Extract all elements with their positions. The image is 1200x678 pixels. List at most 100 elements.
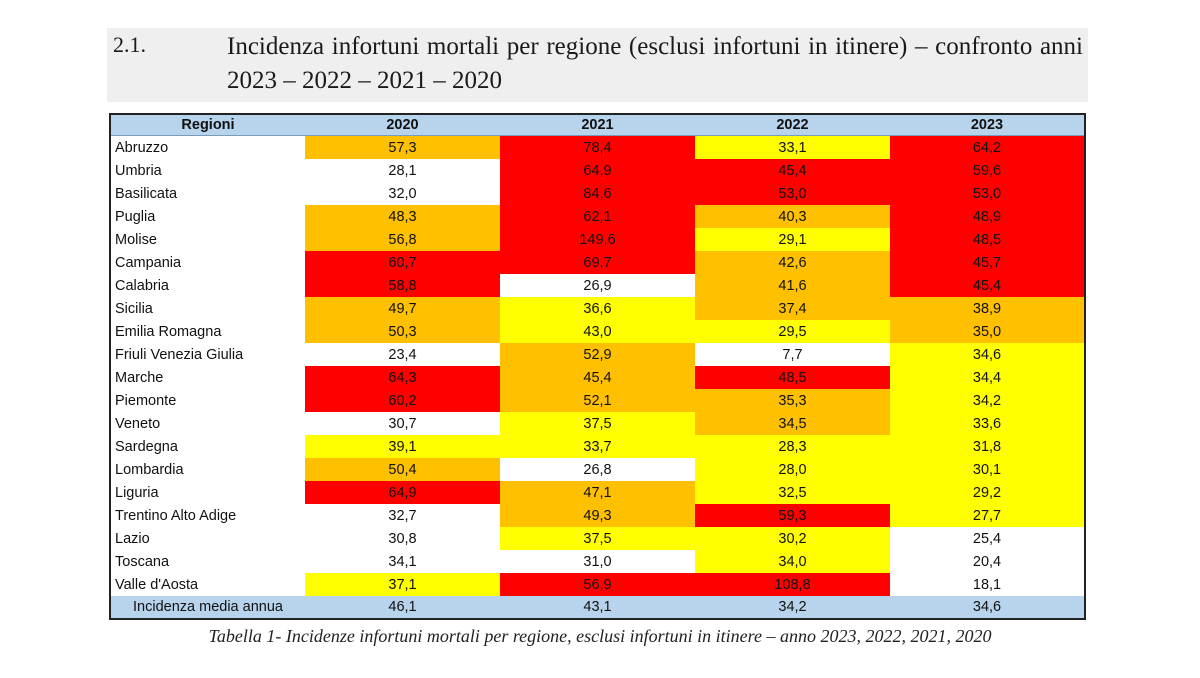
region-name: Lombardia	[110, 458, 305, 481]
region-name: Umbria	[110, 159, 305, 182]
value-cell-2023: 35,0	[890, 320, 1085, 343]
table-row: Piemonte 60,2 52,1 35,3 34,2	[110, 389, 1085, 412]
value-cell-2023: 27,7	[890, 504, 1085, 527]
table-row: Basilicata 32,0 84,6 53,0 53,0	[110, 182, 1085, 205]
average-value-2021: 43,1	[500, 596, 695, 619]
value-cell-2020: 50,3	[305, 320, 500, 343]
value-cell-2020: 56,8	[305, 228, 500, 251]
value-cell-2021: 78,4	[500, 135, 695, 159]
average-label: Incidenza media annua	[110, 596, 305, 619]
region-name: Emilia Romagna	[110, 320, 305, 343]
region-name: Valle d'Aosta	[110, 573, 305, 596]
value-cell-2020: 57,3	[305, 135, 500, 159]
table-row: Umbria 28,1 64,9 45,4 59,6	[110, 159, 1085, 182]
header-2021: 2021	[500, 114, 695, 136]
value-cell-2021: 84,6	[500, 182, 695, 205]
header-2023: 2023	[890, 114, 1085, 136]
value-cell-2020: 50,4	[305, 458, 500, 481]
value-cell-2021: 33,7	[500, 435, 695, 458]
value-cell-2021: 26,8	[500, 458, 695, 481]
value-cell-2022: 28,0	[695, 458, 890, 481]
table-row: Molise 56,8 149,6 29,1 48,5	[110, 228, 1085, 251]
value-cell-2020: 30,8	[305, 527, 500, 550]
incidence-table: Regioni 2020 2021 2022 2023 Abruzzo 57,3 7…	[109, 113, 1086, 620]
region-name: Marche	[110, 366, 305, 389]
value-cell-2022: 40,3	[695, 205, 890, 228]
average-value-2020: 46,1	[305, 596, 500, 619]
value-cell-2022: 32,5	[695, 481, 890, 504]
value-cell-2021: 52,9	[500, 343, 695, 366]
value-cell-2023: 18,1	[890, 573, 1085, 596]
header-2022: 2022	[695, 114, 890, 136]
table-row: Sicilia 49,7 36,6 37,4 38,9	[110, 297, 1085, 320]
table-body: Abruzzo 57,3 78,4 33,1 64,2 Umbria 28,1 64,9 45,…	[110, 135, 1085, 596]
value-cell-2021: 64,9	[500, 159, 695, 182]
region-name: Trentino Alto Adige	[110, 504, 305, 527]
section-title: Incidenza infortuni mortali per regione …	[227, 33, 1083, 94]
value-cell-2023: 20,4	[890, 550, 1085, 573]
region-name: Calabria	[110, 274, 305, 297]
value-cell-2022: 33,1	[695, 135, 890, 159]
value-cell-2022: 108,8	[695, 573, 890, 596]
header-regioni: Regioni	[110, 114, 305, 136]
value-cell-2021: 47,1	[500, 481, 695, 504]
average-value-2023: 34,6	[890, 596, 1085, 619]
value-cell-2020: 32,7	[305, 504, 500, 527]
value-cell-2023: 48,9	[890, 205, 1085, 228]
table-row: Lombardia 50,4 26,8 28,0 30,1	[110, 458, 1085, 481]
value-cell-2022: 7,7	[695, 343, 890, 366]
table-header-row: Regioni 2020 2021 2022 2023	[110, 114, 1085, 136]
value-cell-2022: 59,3	[695, 504, 890, 527]
table-row: Calabria 58,8 26,9 41,6 45,4	[110, 274, 1085, 297]
value-cell-2023: 29,2	[890, 481, 1085, 504]
value-cell-2020: 49,7	[305, 297, 500, 320]
table-row: Lazio 30,8 37,5 30,2 25,4	[110, 527, 1085, 550]
average-value-2022: 34,2	[695, 596, 890, 619]
value-cell-2023: 34,4	[890, 366, 1085, 389]
table-row: Trentino Alto Adige 32,7 49,3 59,3 27,7	[110, 504, 1085, 527]
value-cell-2020: 37,1	[305, 573, 500, 596]
table-caption: Tabella 1- Incidenze infortuni mortali p…	[208, 626, 992, 646]
table-row: Campania 60,7 69,7 42,6 45,7	[110, 251, 1085, 274]
region-name: Liguria	[110, 481, 305, 504]
table-row: Abruzzo 57,3 78,4 33,1 64,2	[110, 135, 1085, 159]
value-cell-2022: 45,4	[695, 159, 890, 182]
region-name: Basilicata	[110, 182, 305, 205]
value-cell-2020: 64,3	[305, 366, 500, 389]
table-row: Marche 64,3 45,4 48,5 34,4	[110, 366, 1085, 389]
value-cell-2023: 45,7	[890, 251, 1085, 274]
value-cell-2023: 33,6	[890, 412, 1085, 435]
table-row: Valle d'Aosta 37,1 56,9 108,8 18,1	[110, 573, 1085, 596]
value-cell-2023: 45,4	[890, 274, 1085, 297]
value-cell-2021: 45,4	[500, 366, 695, 389]
value-cell-2020: 39,1	[305, 435, 500, 458]
value-cell-2023: 53,0	[890, 182, 1085, 205]
value-cell-2021: 37,5	[500, 527, 695, 550]
average-row: Incidenza media annua 46,1 43,1 34,2 34,…	[110, 596, 1085, 619]
table-row: Veneto 30,7 37,5 34,5 33,6	[110, 412, 1085, 435]
value-cell-2022: 35,3	[695, 389, 890, 412]
value-cell-2023: 34,2	[890, 389, 1085, 412]
table-row: Liguria 64,9 47,1 32,5 29,2	[110, 481, 1085, 504]
table-row: Toscana 34,1 31,0 34,0 20,4	[110, 550, 1085, 573]
value-cell-2021: 26,9	[500, 274, 695, 297]
region-name: Sicilia	[110, 297, 305, 320]
region-name: Campania	[110, 251, 305, 274]
value-cell-2020: 28,1	[305, 159, 500, 182]
value-cell-2022: 29,1	[695, 228, 890, 251]
value-cell-2020: 34,1	[305, 550, 500, 573]
region-name: Piemonte	[110, 389, 305, 412]
table-row: Emilia Romagna 50,3 43,0 29,5 35,0	[110, 320, 1085, 343]
value-cell-2022: 37,4	[695, 297, 890, 320]
value-cell-2021: 31,0	[500, 550, 695, 573]
value-cell-2023: 48,5	[890, 228, 1085, 251]
region-name: Veneto	[110, 412, 305, 435]
value-cell-2023: 34,6	[890, 343, 1085, 366]
value-cell-2023: 31,8	[890, 435, 1085, 458]
value-cell-2020: 58,8	[305, 274, 500, 297]
value-cell-2021: 52,1	[500, 389, 695, 412]
value-cell-2022: 34,0	[695, 550, 890, 573]
value-cell-2021: 56,9	[500, 573, 695, 596]
value-cell-2023: 25,4	[890, 527, 1085, 550]
table-row: Sardegna 39,1 33,7 28,3 31,8	[110, 435, 1085, 458]
